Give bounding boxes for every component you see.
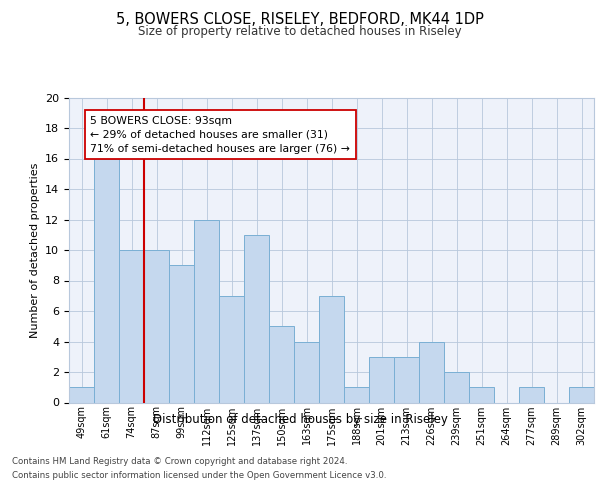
Bar — [419, 342, 444, 402]
Bar — [569, 387, 594, 402]
Bar — [319, 296, 344, 403]
Bar — [194, 220, 219, 402]
Bar — [269, 326, 294, 402]
Text: Contains public sector information licensed under the Open Government Licence v3: Contains public sector information licen… — [12, 471, 386, 480]
Bar — [119, 250, 144, 402]
Bar — [344, 387, 369, 402]
Bar — [444, 372, 469, 402]
Text: 5, BOWERS CLOSE, RISELEY, BEDFORD, MK44 1DP: 5, BOWERS CLOSE, RISELEY, BEDFORD, MK44 … — [116, 12, 484, 28]
Text: 5 BOWERS CLOSE: 93sqm
← 29% of detached houses are smaller (31)
71% of semi-deta: 5 BOWERS CLOSE: 93sqm ← 29% of detached … — [90, 116, 350, 154]
Bar — [294, 342, 319, 402]
Bar — [219, 296, 244, 403]
Bar — [369, 357, 394, 403]
Bar — [394, 357, 419, 403]
Bar — [169, 265, 194, 402]
Text: Distribution of detached houses by size in Riseley: Distribution of detached houses by size … — [152, 412, 448, 426]
Bar — [519, 387, 544, 402]
Bar — [469, 387, 494, 402]
Y-axis label: Number of detached properties: Number of detached properties — [29, 162, 40, 338]
Bar — [244, 235, 269, 402]
Text: Size of property relative to detached houses in Riseley: Size of property relative to detached ho… — [138, 25, 462, 38]
Bar — [144, 250, 169, 402]
Bar — [94, 158, 119, 402]
Bar — [69, 387, 94, 402]
Text: Contains HM Land Registry data © Crown copyright and database right 2024.: Contains HM Land Registry data © Crown c… — [12, 458, 347, 466]
